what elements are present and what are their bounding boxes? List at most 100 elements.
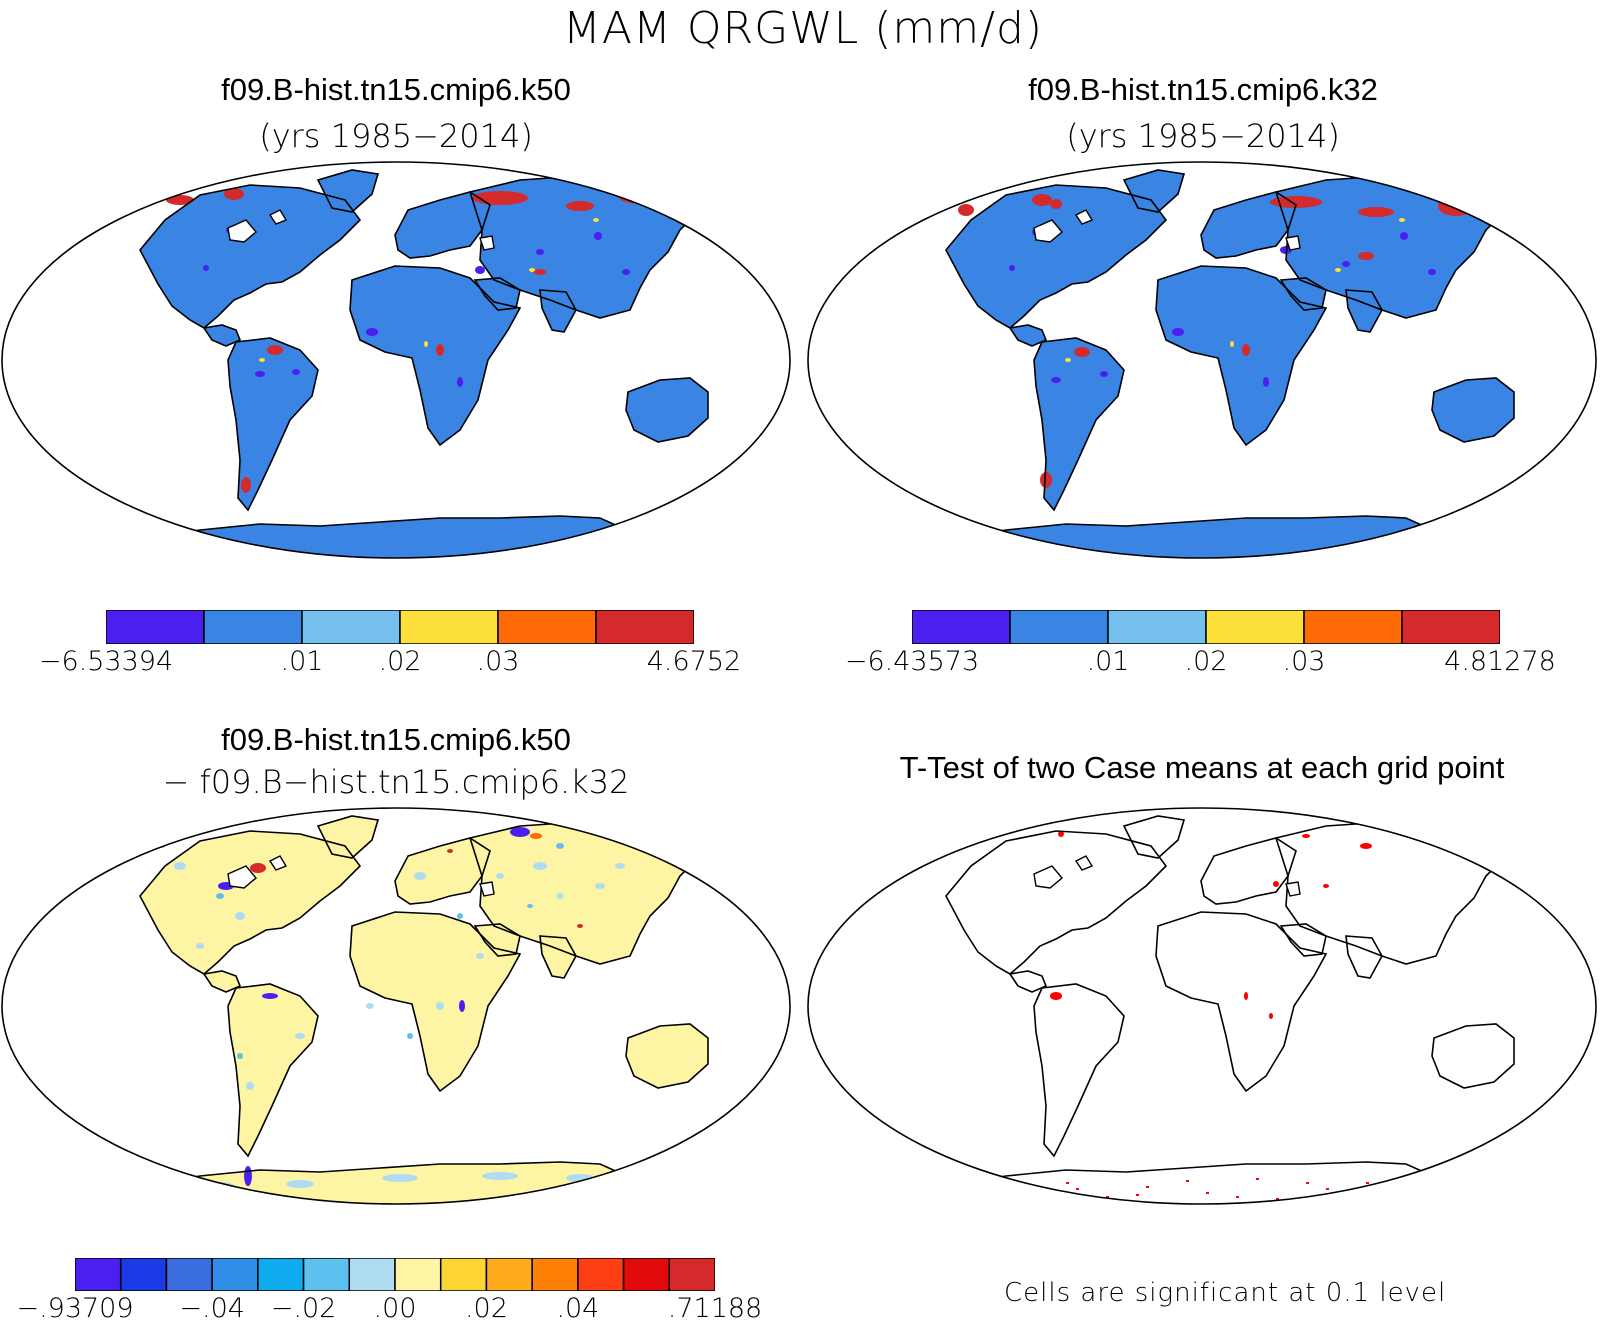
anomaly-patch bbox=[235, 912, 245, 920]
colorbar-label: −6.53394 bbox=[38, 646, 174, 677]
coastline-australia bbox=[1431, 1023, 1515, 1089]
coastline-antarctica bbox=[953, 1161, 1448, 1204]
anomaly-patch bbox=[1399, 218, 1405, 222]
anomaly-patch bbox=[1242, 344, 1250, 356]
coastline-north-america bbox=[139, 830, 362, 975]
anomaly-patch bbox=[958, 204, 974, 216]
panel4-title: T-Test of two Case means at each grid po… bbox=[899, 750, 1505, 785]
lake bbox=[1074, 209, 1094, 225]
colorbar-label: −6.43573 bbox=[844, 646, 980, 677]
anomaly-patch bbox=[595, 883, 605, 889]
panel1-map bbox=[1, 161, 791, 559]
anomaly-patch bbox=[262, 993, 278, 999]
coastline-europe bbox=[1200, 191, 1297, 259]
panel3-title: f09.B-hist.tn15.cmip6.k50 bbox=[221, 722, 571, 757]
anomaly-patch bbox=[1050, 199, 1062, 209]
lake bbox=[227, 865, 257, 889]
anomaly-patch bbox=[414, 872, 426, 880]
colorbar-label: .00 bbox=[373, 1293, 417, 1324]
anomaly-patch bbox=[510, 827, 530, 837]
anomaly-patch bbox=[1270, 196, 1322, 208]
colorbar-swatch bbox=[165, 1258, 213, 1291]
anomaly-patch bbox=[482, 1172, 518, 1180]
significant-cell bbox=[1326, 1188, 1329, 1190]
coastline-australia bbox=[625, 1023, 709, 1089]
anomaly-patch bbox=[1065, 358, 1071, 362]
colorbar-label: 4.6752 bbox=[646, 646, 742, 677]
anomaly-patch bbox=[382, 1174, 418, 1182]
coastline-europe bbox=[394, 191, 491, 259]
anomaly-patch bbox=[1358, 252, 1374, 260]
continent-australia bbox=[1432, 1024, 1514, 1088]
anomaly-patch bbox=[1263, 377, 1269, 387]
panel1-colorbar: −6.53394 .01 .02 .03 4.6752 bbox=[39, 610, 741, 677]
coastline-india bbox=[539, 289, 577, 333]
coastline-south-america bbox=[227, 337, 319, 512]
anomaly-patch bbox=[529, 268, 535, 272]
coastline-north-america bbox=[139, 184, 362, 329]
continent-australia bbox=[626, 378, 708, 442]
anomaly-patch bbox=[1172, 328, 1184, 336]
lake bbox=[1033, 219, 1063, 243]
anomaly-patch bbox=[244, 1166, 252, 1186]
colorbar-swatch bbox=[622, 1258, 671, 1291]
coastline-arabia bbox=[473, 277, 521, 311]
anomaly-patch bbox=[267, 345, 283, 355]
anomaly-patch bbox=[615, 863, 625, 869]
colorbar-label: .03 bbox=[1282, 646, 1326, 677]
coastline-arabia bbox=[1279, 923, 1327, 957]
panel2-map bbox=[807, 161, 1597, 559]
lake bbox=[1285, 881, 1301, 897]
significant-cell bbox=[1346, 1198, 1349, 1200]
coastline-south-america bbox=[1033, 983, 1125, 1158]
anomaly-patch bbox=[196, 943, 204, 949]
map-frame bbox=[1, 807, 791, 1205]
coastline-antarctica bbox=[953, 515, 1448, 558]
coastline-central-america bbox=[1008, 324, 1048, 347]
anomaly-patch bbox=[1009, 265, 1015, 271]
colorbar-swatch bbox=[577, 1258, 625, 1291]
anomaly-patch bbox=[1302, 834, 1310, 838]
anomaly-patch bbox=[457, 377, 463, 387]
coastline-australia bbox=[625, 377, 709, 443]
anomaly-patch bbox=[1050, 992, 1062, 1000]
significant-cell bbox=[1236, 1196, 1239, 1198]
panel2-subtitle: (yrs 1985−2014) bbox=[1066, 117, 1340, 155]
anomaly-patch bbox=[1400, 232, 1408, 240]
anomaly-patch bbox=[496, 873, 504, 879]
continent-north-america bbox=[946, 185, 1166, 328]
anomaly-patch bbox=[566, 201, 594, 211]
coastline-greenland bbox=[316, 815, 380, 859]
anomaly-patch bbox=[1428, 269, 1436, 275]
continent-europe bbox=[1201, 192, 1296, 258]
lake bbox=[1074, 855, 1094, 871]
anomaly-patch bbox=[366, 328, 378, 336]
significant-cell bbox=[1256, 1178, 1259, 1180]
lake bbox=[268, 855, 288, 871]
coastline-central-america bbox=[202, 324, 242, 347]
colorbar-swatch bbox=[75, 1258, 122, 1291]
continent-australia bbox=[626, 1024, 708, 1088]
panel1-subtitle: (yrs 1985−2014) bbox=[259, 117, 533, 155]
colorbar-swatch bbox=[1303, 610, 1403, 644]
anomaly-patch bbox=[259, 358, 265, 362]
anomaly-patch bbox=[1051, 377, 1061, 383]
anomaly-patch bbox=[536, 249, 544, 255]
coastline-north-america bbox=[945, 184, 1168, 329]
colorbar-swatch bbox=[1401, 610, 1500, 644]
colorbar-swatches bbox=[912, 610, 1500, 644]
coastline-europe bbox=[394, 837, 491, 905]
anomaly-patch bbox=[292, 369, 300, 375]
map-frame bbox=[807, 807, 1597, 1205]
anomaly-patch bbox=[1335, 268, 1341, 272]
colorbar-label: .04 bbox=[556, 1293, 600, 1324]
anomaly-patch bbox=[1323, 884, 1329, 888]
coastline-africa bbox=[349, 265, 522, 447]
colorbar-label: −.93709 bbox=[16, 1293, 134, 1324]
significant-cell bbox=[1306, 1182, 1309, 1184]
anomaly-patch bbox=[224, 188, 244, 200]
coastline-south-america bbox=[227, 983, 319, 1158]
panel3-colorbar: −.93709 −.04 −.02 .00 .02 .04 .71188 bbox=[16, 1258, 762, 1324]
colorbar-label: .02 bbox=[464, 1293, 508, 1324]
anomaly-patch bbox=[1438, 196, 1474, 216]
